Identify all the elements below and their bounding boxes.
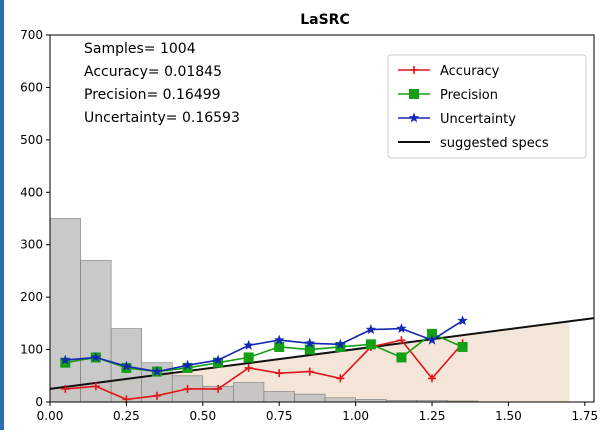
histogram-bar	[324, 397, 356, 403]
y-tick-label: 500	[20, 133, 43, 147]
accuracy-marker	[397, 336, 406, 345]
accuracy-marker	[336, 374, 345, 383]
precision-marker	[457, 341, 468, 352]
axes-frame	[49, 34, 595, 403]
uncertainty-marker	[151, 366, 163, 376]
y-tick-label: 600	[20, 80, 43, 94]
precision-marker	[365, 339, 376, 350]
x-tick-label: 0.75	[266, 409, 293, 423]
uncertainty-line	[65, 320, 464, 373]
accuracy-marker	[91, 382, 100, 391]
chart-title: LaSRC	[300, 12, 350, 28]
uncertainty-marker	[426, 334, 438, 345]
precision-marker	[396, 352, 407, 363]
legend-label: Uncertainty	[440, 112, 516, 127]
accuracy-line	[65, 339, 464, 401]
precision-marker	[409, 89, 419, 99]
precision-marker	[60, 357, 71, 368]
histogram-bar	[233, 382, 265, 403]
y-tick-label: 400	[20, 185, 43, 199]
stats-annotation: Samples= 1004 Accuracy= 0.01845 Precision=…	[84, 41, 240, 126]
histogram-bar	[80, 260, 112, 403]
uncertainty-marker	[365, 324, 377, 335]
accuracy-marker	[244, 363, 253, 372]
stats-line: Uncertainty= 0.16593	[84, 110, 240, 126]
stats-line: Precision= 0.16499	[84, 87, 221, 103]
precision-marker	[427, 328, 438, 339]
accuracy-marker	[305, 367, 314, 376]
accuracy-marker	[410, 66, 418, 74]
histogram-bar	[49, 218, 81, 403]
uncertainty-marker	[182, 359, 193, 370]
x-tick-label: 1.50	[495, 409, 522, 423]
accuracy-marker	[275, 369, 284, 378]
uncertainty-marker	[60, 354, 71, 365]
legend-label: suggested specs	[440, 136, 549, 151]
uncertainty-marker	[212, 354, 224, 365]
x-tick-label: 0.50	[189, 409, 216, 423]
suggested-specs-line	[49, 317, 595, 390]
uncertainty-marker	[396, 323, 407, 333]
y-tick-label: 200	[20, 290, 43, 304]
accuracy-marker	[61, 384, 70, 393]
x-tick-label: 1.75	[571, 409, 598, 423]
uncertainty-marker	[335, 338, 346, 349]
uncertainty-marker	[274, 334, 285, 345]
precision-marker	[304, 344, 315, 355]
uncertainty-marker	[304, 337, 315, 348]
accuracy-marker	[428, 374, 437, 383]
x-tick-label: 0.00	[37, 409, 64, 423]
window-edge	[0, 0, 4, 430]
y-tick-label: 0	[35, 395, 43, 409]
precision-marker	[274, 341, 285, 352]
y-tick-label: 300	[20, 238, 43, 252]
x-tick-label: 1.25	[419, 409, 446, 423]
stats-line: Samples= 1004	[84, 41, 196, 57]
y-tick-label: 700	[20, 28, 43, 42]
precision-line	[65, 332, 463, 373]
legend: Accuracy Precision Uncertainty suggested sp…	[387, 54, 587, 159]
uncertainty-marker	[121, 360, 132, 371]
stats-line: Accuracy= 0.01845	[84, 64, 222, 80]
uncertainty-marker	[408, 112, 420, 123]
uncertainty-marker	[243, 339, 254, 350]
tick-layer: 0.00 0.25 0.50 0.75 1.00 1.25 1.50 1.75 0 100 200 3…	[20, 28, 598, 423]
legend-box	[387, 54, 587, 159]
uncertainty-marker	[90, 351, 102, 362]
y-tick-label: 100	[20, 343, 43, 357]
accuracy-marker	[214, 384, 223, 393]
x-tick-label: 1.00	[342, 409, 369, 423]
series-layer	[49, 315, 595, 404]
accuracy-marker	[152, 391, 161, 400]
precision-marker	[335, 341, 346, 352]
histogram-bar	[294, 393, 326, 403]
precision-marker	[182, 362, 193, 373]
histogram-bar	[263, 391, 295, 403]
x-tick-label: 0.25	[113, 409, 140, 423]
legend-label: Precision	[440, 88, 498, 103]
legend-label: Accuracy	[440, 64, 500, 79]
precision-marker	[213, 357, 224, 368]
accuracy-marker	[183, 384, 192, 393]
precision-marker	[243, 352, 254, 363]
uncertainty-marker	[457, 315, 468, 326]
